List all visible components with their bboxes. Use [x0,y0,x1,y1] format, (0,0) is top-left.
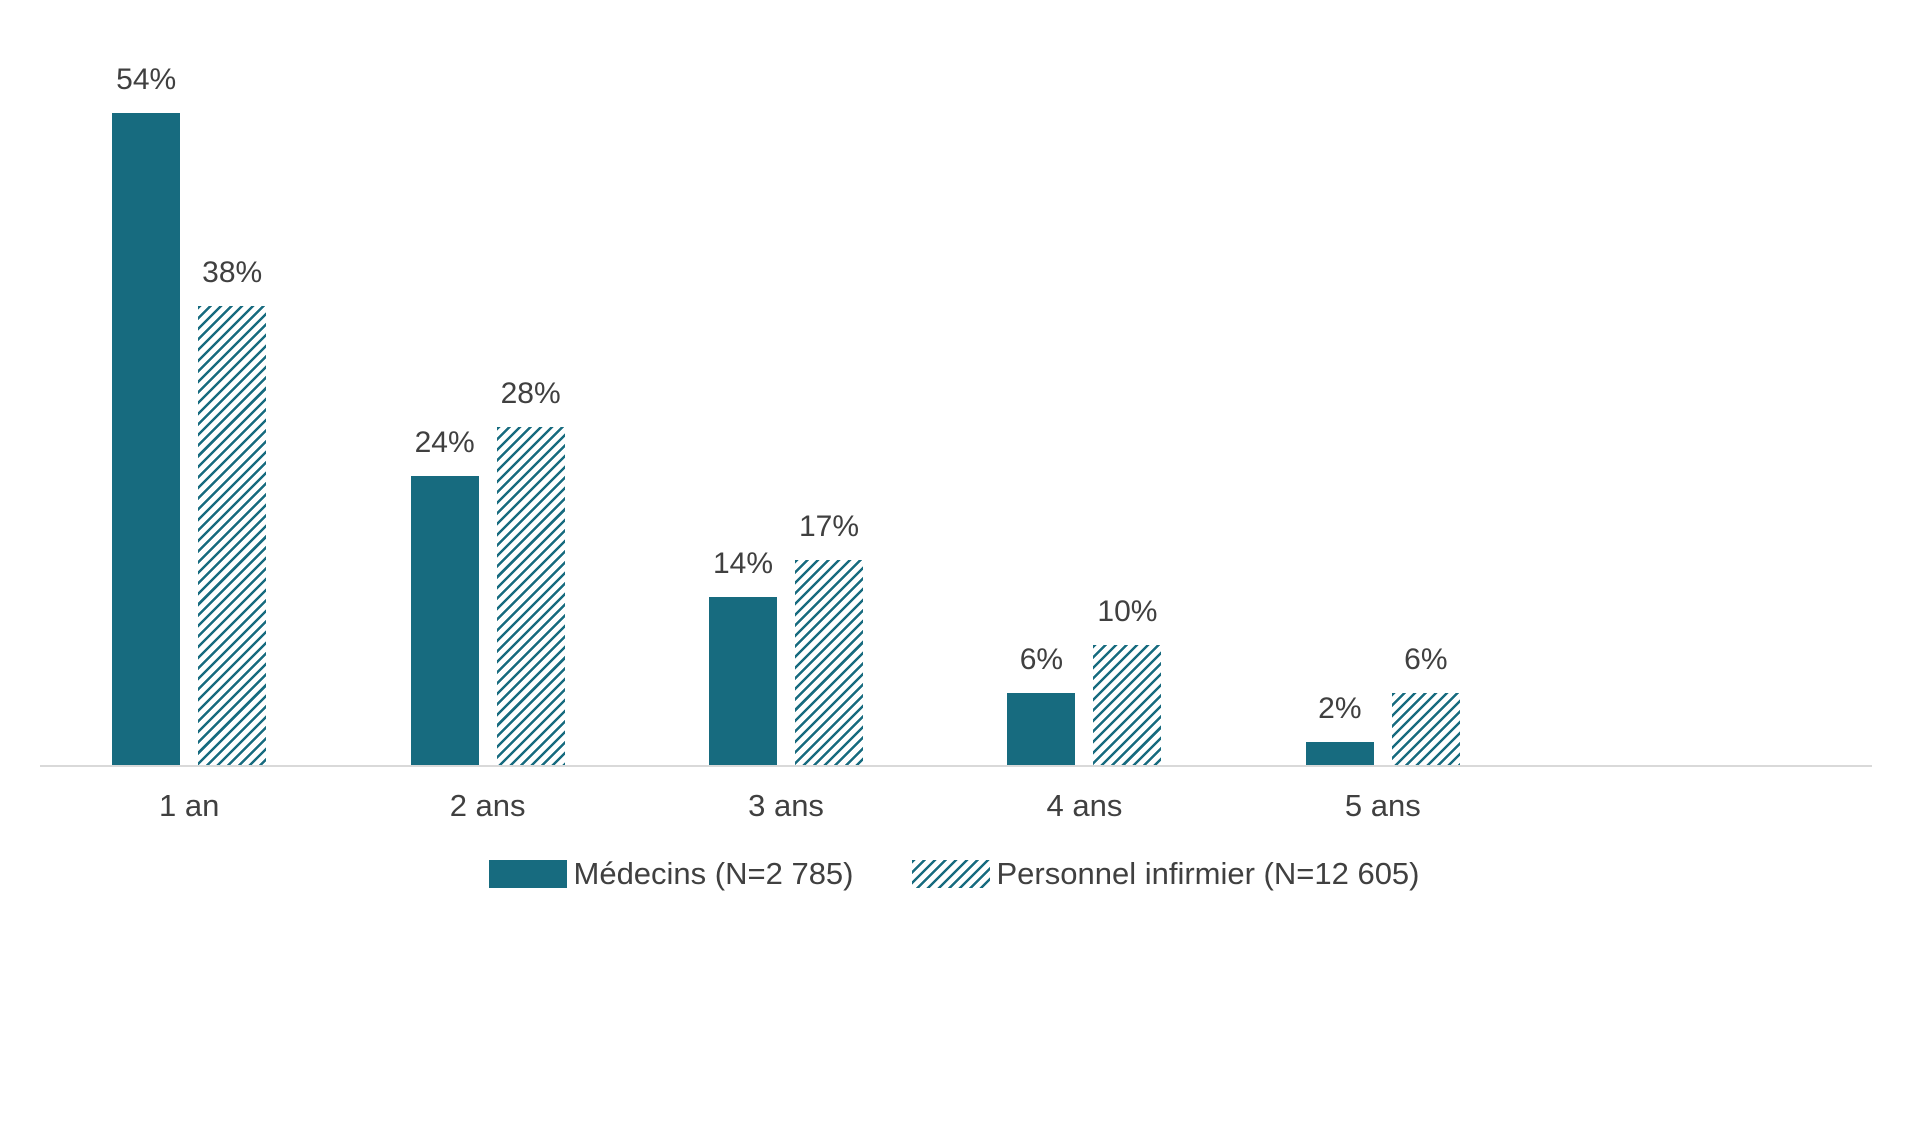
bar-solid: 6% [1007,643,1076,766]
bar-group: 54% 38% [40,40,338,766]
legend-swatch-hatched [911,860,990,888]
bar-value-label: 54% [116,62,177,96]
legend-swatch-solid [488,860,567,888]
bar-value-label: 10% [1097,595,1158,628]
bar-value-label: 24% [414,425,475,459]
bar-value-label: 17% [798,510,860,544]
bar-group: 6% 10% [935,40,1233,766]
bar-group: 24% 28% [338,40,636,766]
legend-item: Médecins (N=2 785) [488,856,854,892]
x-axis-label: 2 ans [449,788,526,823]
x-axis-labels: 1 an 2 ans 3 ans 4 ans 5 ans [40,788,1532,824]
bar-value-label: 6% [1404,643,1448,677]
legend-label: Médecins (N=2 785) [573,856,854,891]
legend-item: Personnel infirmier (N=12 605) [911,856,1420,892]
bar-value-label: 14% [712,546,774,580]
bar-solid: 14% [709,547,778,766]
bar-solid: 2% [1305,692,1374,766]
x-axis-label: 4 ans [1046,788,1123,823]
x-axis-line [40,765,1872,767]
legend: Médecins (N=2 785) Personnel infirmier (N… [0,856,1908,892]
bar-solid: 24% [410,426,479,766]
bar-hatched: 10% [1093,595,1162,766]
bar-groups: 54% 38% 24% 28% 14% 17% 6% 10% 2% 6% [40,40,1532,766]
x-axis-label: 1 an [159,788,220,823]
bar-value-label: 6% [1019,643,1064,677]
bar-value-label: 38% [202,256,263,290]
bar-hatched: 38% [198,256,267,766]
bar-group: 14% 17% [637,40,935,766]
bar-value-label: 28% [500,377,561,411]
legend-label: Personnel infirmier (N=12 605) [996,856,1420,891]
bar-hatched: 17% [795,510,864,766]
x-axis-label: 5 ans [1344,788,1421,823]
bar-hatched: 6% [1391,643,1460,766]
x-axis-label: 3 ans [748,788,824,823]
bar-value-label: 2% [1318,691,1362,725]
bar-solid: 54% [112,63,181,766]
bar-hatched: 28% [496,377,565,766]
bar-group: 2% 6% [1234,40,1532,766]
plot-area: 54% 38% 24% 28% 14% 17% 6% 10% 2% 6% [40,40,1872,767]
